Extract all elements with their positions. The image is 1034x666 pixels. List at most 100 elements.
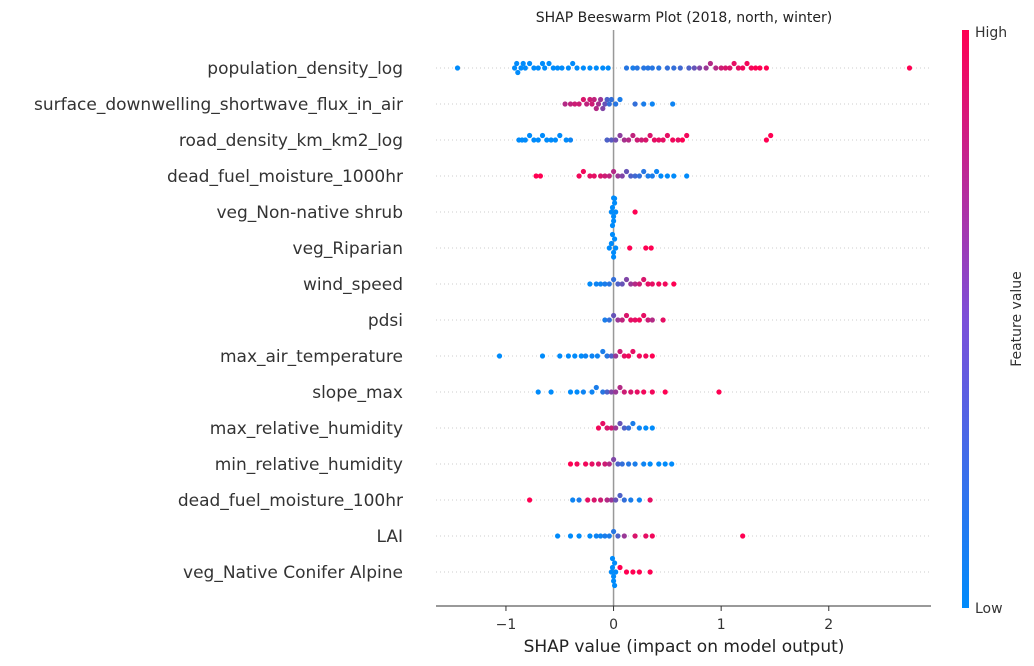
shap-point [718,65,724,71]
shap-point [617,132,623,139]
shap-point [626,137,632,143]
shap-point [628,497,634,503]
shap-point [604,96,610,103]
shap-point [623,569,630,575]
shap-point [578,353,584,359]
shap-point [636,425,643,431]
feature-label: pdsi [368,311,403,331]
shap-point [649,389,655,395]
shap-point [559,65,565,71]
shap-point [636,173,643,179]
shap-point [598,173,604,179]
feature-label: wind_speed [303,275,403,295]
shap-point [697,65,703,71]
shap-point [611,312,617,319]
x-axis-title: SHAP value (impact on model output) [524,637,845,657]
shap-point [587,533,593,539]
shap-point [604,353,610,359]
shap-point [580,96,587,103]
shap-point [621,497,627,503]
shap-point [748,65,754,71]
shap-point [539,353,546,359]
shap-point [600,65,606,71]
x-tick-label: 0 [609,617,618,633]
shap-point [563,137,569,143]
shap-point [606,281,612,287]
shap-point [593,533,599,539]
shap-point [731,60,737,67]
shap-point [593,384,599,391]
shap-point [649,425,655,431]
shap-point [527,132,533,139]
shap-point [602,173,608,179]
shap-point [613,101,619,107]
shap-point [537,173,544,179]
shap-point [555,533,561,539]
data-points [454,60,913,589]
shap-point [593,281,599,287]
shap-point [591,497,597,503]
shap-point [583,353,589,359]
shap-point [574,389,580,395]
feature-label: dead_fuel_moisture_100hr [178,491,403,511]
shap-point [632,173,638,179]
shap-point [572,101,578,107]
shap-point [632,209,638,215]
shap-point [557,353,563,359]
shap-point [656,137,662,143]
shap-point [584,101,590,107]
shap-point [612,560,618,566]
shap-point [632,461,638,467]
colorbar-low-label: Low [975,601,1003,617]
shap-point [735,65,742,71]
shap-point [557,132,563,139]
feature-label: population_density_log [207,59,403,79]
shap-point [611,456,617,463]
shap-point [522,65,528,71]
feature-label: surface_downwelling_shortwave_flux_in_ai… [34,95,403,115]
shap-point [602,533,608,539]
shap-point [514,60,520,67]
shap-point [598,533,604,539]
feature-label: road_density_km_km2_log [179,131,403,151]
shap-point [454,65,461,71]
shap-point [707,60,714,67]
shap-point [632,101,638,107]
shap-point [611,578,617,584]
shap-point [574,65,580,71]
shap-point [675,137,681,143]
shap-point [600,420,606,427]
colorbar [962,30,969,608]
shap-point [660,317,666,323]
shap-point [511,65,518,71]
shap-point [570,60,576,67]
colorbar-title: Feature value [1009,271,1025,367]
shap-point [615,461,621,467]
shap-point [617,384,623,391]
feature-label: LAI [376,527,403,547]
shap-point [684,173,690,179]
shap-point [623,65,630,71]
shap-point [727,65,733,71]
shap-point [656,65,662,71]
shap-point [617,348,623,355]
shap-point [606,245,612,251]
shap-point [630,348,636,355]
shap-point [595,461,602,467]
x-tick-label: −1 [496,617,517,633]
shap-point [576,497,582,503]
shap-point [515,69,521,76]
shap-point [609,222,616,229]
shap-point [595,101,602,107]
shap-point [713,65,719,71]
shap-point [628,173,634,179]
shap-point [611,276,617,283]
shap-point [670,101,676,107]
shap-point [587,96,593,103]
shap-point [570,497,576,503]
shap-point [518,65,524,71]
shap-point [647,132,653,139]
shap-point [580,389,587,395]
shap-point [567,101,574,107]
